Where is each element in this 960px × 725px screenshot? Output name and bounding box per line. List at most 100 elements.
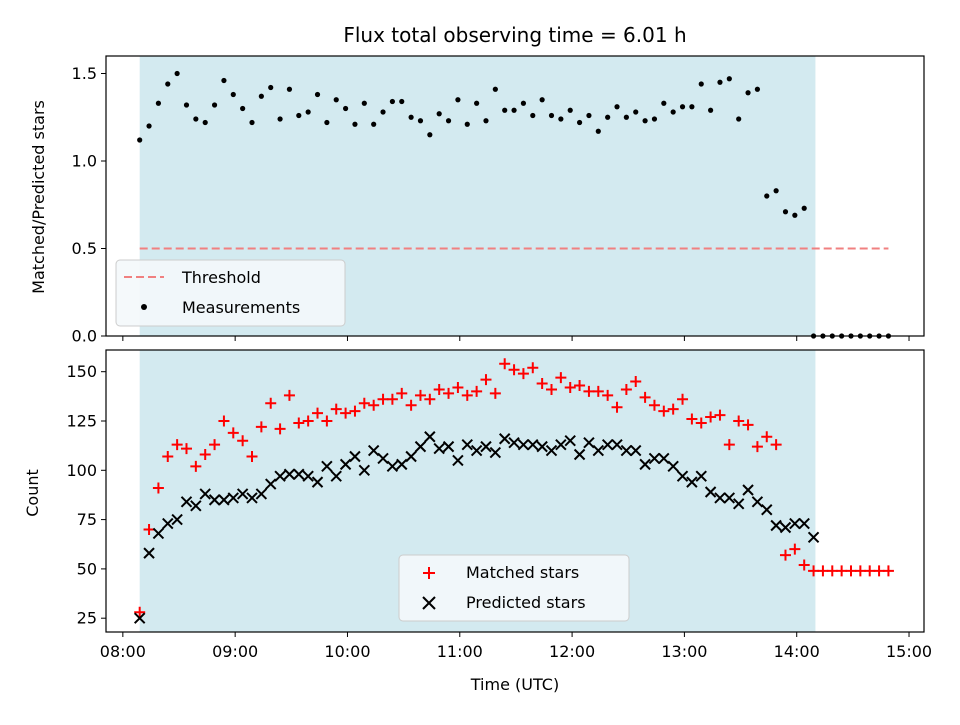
measurement-point [764, 193, 770, 199]
matched-star-point [695, 417, 707, 429]
predicted-star-point [227, 492, 239, 504]
measurement-point [324, 119, 330, 126]
matched-star-point [836, 565, 848, 577]
predicted-star-point [545, 444, 558, 457]
matched-star-point [789, 543, 801, 555]
top-y-tick-label: 0.0 [72, 327, 97, 346]
measurement-point [277, 116, 283, 122]
chart-title: Flux total observing time = 6.01 h [343, 23, 686, 47]
predicted-star-point [171, 513, 183, 526]
measurement-point [623, 114, 629, 120]
matched-star-point [630, 376, 642, 388]
matched-star-point [602, 389, 614, 401]
predicted-star-point [311, 476, 324, 488]
matched-star-point [808, 565, 820, 577]
predicted-star-point [236, 488, 249, 500]
predicted-star-point [779, 521, 792, 534]
predicted-star-point [330, 470, 342, 482]
measurement-point [165, 81, 171, 87]
matched-star-point [471, 385, 483, 397]
measurement-point [333, 97, 339, 103]
predicted-star-point [508, 436, 520, 449]
matched-star-point [658, 405, 670, 417]
predicted-star-point [480, 440, 492, 453]
predicted-star-point [143, 547, 155, 559]
measurement-point [502, 107, 508, 113]
measurement-point [782, 209, 789, 215]
bottom-plot-frame [105, 349, 925, 633]
predicted-star-point [274, 470, 286, 482]
top-y-tick-label: 1.5 [72, 64, 97, 83]
predicted-star-point [339, 458, 352, 471]
measurement-point [576, 119, 583, 126]
matched-star-point [302, 415, 314, 427]
predicted-star-point [630, 444, 642, 457]
predicted-star-point [265, 478, 277, 490]
matched-star-point [424, 393, 436, 405]
x-tick-label: 11:00 [437, 642, 483, 661]
bottom-y-tick-label: 100 [66, 461, 97, 480]
measurement-point [174, 70, 180, 77]
predicted-star-point [283, 468, 296, 480]
matched-star-point [377, 393, 389, 405]
matched-star-point [536, 378, 548, 390]
matched-star-point [349, 405, 361, 417]
measurement-point [530, 112, 536, 119]
measurement-point [670, 109, 676, 115]
measurement-point [605, 114, 611, 120]
matched-star-point [180, 443, 192, 455]
measurement-point [399, 98, 405, 105]
predicted-star-point [601, 438, 614, 451]
matched-star-point [854, 565, 866, 577]
measurement-point [717, 79, 723, 85]
matched-star-point [405, 399, 417, 411]
measurement-point [389, 98, 395, 105]
predicted-star-point [536, 440, 548, 453]
predicted-star-point [180, 496, 193, 508]
predicted-star-point [807, 531, 820, 544]
legend-measurements-swatch [141, 304, 147, 310]
matched-star-point [817, 565, 829, 577]
measurement-point [455, 97, 461, 103]
predicted-star-point [461, 438, 473, 451]
measurement-point [689, 104, 695, 110]
predicted-star-point [218, 494, 230, 506]
predicted-star-point [442, 440, 455, 453]
legend-matched-swatch [423, 567, 435, 579]
predicted-star-point [723, 492, 736, 504]
measurement-point [633, 109, 639, 115]
measurement-point [736, 116, 742, 122]
bottom-y-axis-label: Count [23, 469, 42, 517]
measurement-point [183, 102, 190, 108]
matched-star-point [190, 460, 202, 472]
matched-star-point [770, 439, 782, 451]
measurement-point [371, 121, 377, 127]
predicted-star-point [302, 470, 314, 482]
matched-star-point [461, 389, 473, 401]
matched-star-point [433, 383, 445, 395]
measurement-point [773, 188, 779, 194]
matched-star-point [714, 409, 726, 421]
predicted-star-point [770, 519, 782, 532]
matched-star-point [330, 403, 342, 415]
measurement-point [651, 116, 658, 122]
legend-predicted-label: Predicted stars [466, 593, 586, 612]
matched-star-point [227, 427, 239, 439]
matched-star-point [199, 449, 211, 461]
measurements-layer [137, 70, 892, 339]
matched-star-point [798, 559, 810, 571]
predicted-star-point [761, 504, 773, 516]
matched-star-point [255, 421, 267, 433]
predicted-star-point [424, 431, 436, 443]
matched-star-point [312, 407, 324, 419]
x-axis-label: Time (UTC) [470, 675, 559, 694]
measurement-point [249, 119, 255, 126]
predicted-star-point [555, 438, 567, 451]
measurement-point [427, 132, 433, 138]
matched-star-point [274, 423, 286, 435]
measurement-point [726, 76, 732, 82]
measurement-point [792, 212, 798, 218]
predicted-star-point [358, 464, 371, 477]
